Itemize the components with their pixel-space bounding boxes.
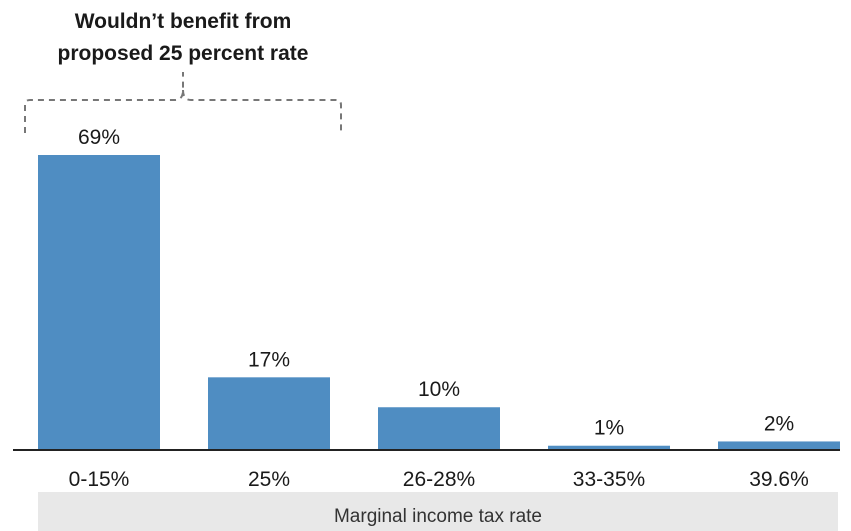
value-label-3: 1% xyxy=(594,417,624,440)
annotation-line-1: Wouldn’t benefit from xyxy=(75,10,292,33)
bar-1 xyxy=(208,377,330,450)
tick-label-2: 26-28% xyxy=(403,468,475,491)
bar-4 xyxy=(718,441,840,450)
annotation-line-2: proposed 25 percent rate xyxy=(58,42,309,65)
value-label-1: 17% xyxy=(248,348,290,371)
value-label-0: 69% xyxy=(78,126,120,149)
bars-group xyxy=(38,155,840,450)
value-label-2: 10% xyxy=(418,378,460,401)
tick-labels-group: 0-15% 25% 26-28% 33-35% 39.6% xyxy=(69,468,809,491)
tick-label-3: 33-35% xyxy=(573,468,645,491)
tick-label-4: 39.6% xyxy=(749,468,809,491)
x-axis-label: Marginal income tax rate xyxy=(334,506,542,527)
value-label-4: 2% xyxy=(764,412,794,435)
bar-0 xyxy=(38,155,160,450)
value-labels-group: 69% 17% 10% 1% 2% xyxy=(78,126,794,440)
xlabel-background xyxy=(38,492,838,531)
tick-label-1: 25% xyxy=(248,468,290,491)
bar-3 xyxy=(548,445,670,450)
tick-label-0: 0-15% xyxy=(69,468,130,491)
annotation-bracket xyxy=(24,72,342,133)
bar-2 xyxy=(378,407,500,450)
